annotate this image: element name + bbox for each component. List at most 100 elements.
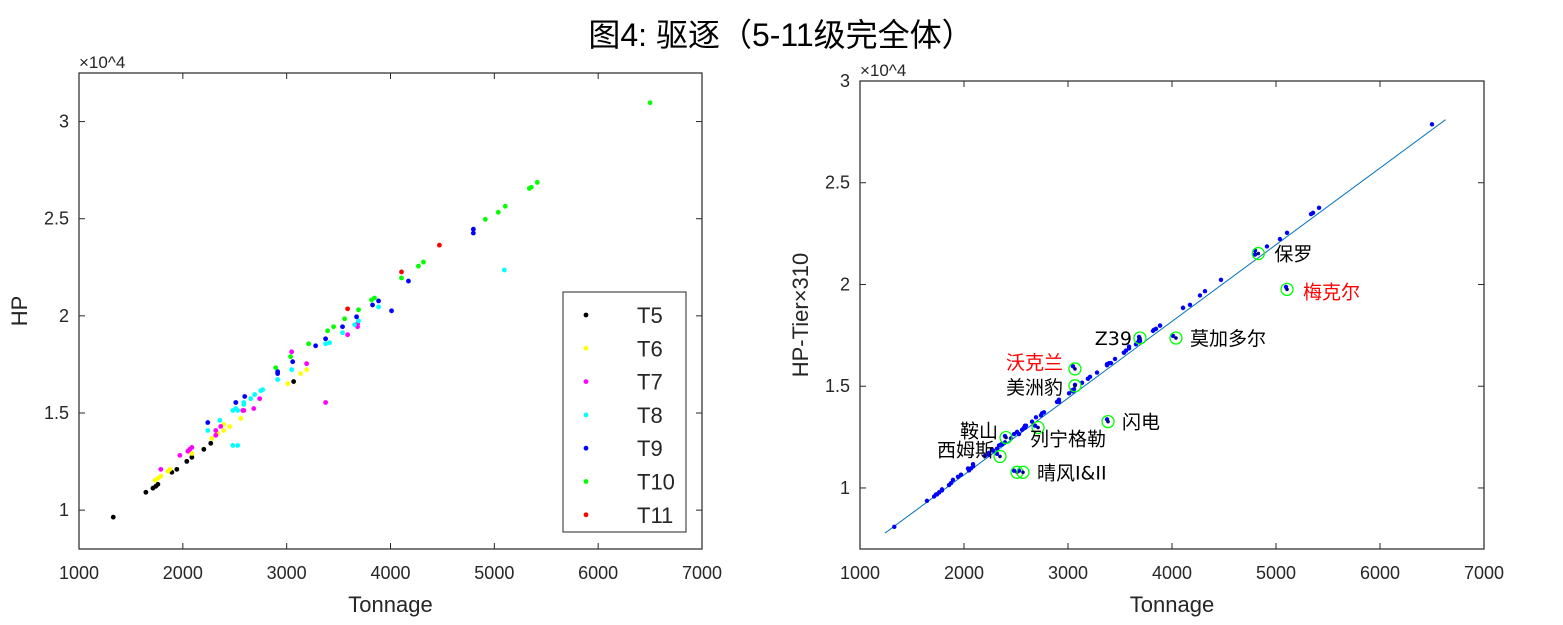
right-ylabel: HP-Tier×310 — [788, 253, 813, 378]
point-T9 — [370, 302, 375, 308]
point-T8 — [230, 443, 236, 448]
point-T8 — [352, 322, 357, 328]
point-adjusted — [1429, 122, 1435, 127]
series-T11 — [345, 242, 442, 312]
annotation-label: 闪电 — [1122, 412, 1160, 434]
point-T9 — [233, 400, 239, 405]
point-adjusted — [1112, 356, 1118, 362]
point-adjusted — [1180, 305, 1186, 311]
point-T7 — [241, 408, 247, 413]
legend-marker-T7 — [583, 379, 589, 384]
point-T11 — [399, 269, 404, 275]
point-T9 — [376, 298, 381, 304]
point-T7 — [304, 361, 310, 367]
left-ylabel: HP — [7, 296, 32, 327]
highlight-point — [1285, 287, 1289, 292]
point-T6 — [167, 466, 173, 472]
legend-label-T5: T5 — [637, 303, 663, 328]
point-T11 — [437, 242, 442, 248]
point-adjusted — [1264, 244, 1270, 249]
highlight-point — [1073, 384, 1077, 388]
point-adjusted — [970, 464, 976, 469]
left-ytick-label: 3 — [59, 112, 69, 132]
highlight-point — [1256, 251, 1261, 256]
highlight-circle — [1068, 379, 1082, 393]
highlight-point — [1138, 336, 1142, 340]
point-adjusted — [986, 450, 992, 456]
point-T10 — [416, 263, 421, 269]
left-xlabel: Tonnage — [348, 592, 432, 617]
point-T10 — [534, 179, 540, 185]
point-T11 — [345, 306, 351, 312]
right-xtick-label: 2000 — [944, 563, 984, 583]
annotation-label: 莫加多尔 — [1190, 328, 1266, 350]
point-T7 — [189, 444, 195, 450]
point-T10 — [331, 324, 336, 330]
right-ytick-label: 1 — [840, 478, 850, 498]
point-adjusted — [1284, 230, 1290, 235]
point-T7 — [218, 424, 224, 429]
point-T9 — [275, 371, 281, 376]
left-xtick-label: 5000 — [474, 563, 514, 583]
left-xtick-label: 4000 — [370, 563, 410, 583]
highlight-point — [1021, 470, 1025, 475]
highlight-point — [1106, 419, 1110, 424]
point-T9 — [205, 420, 211, 425]
highlight-circle — [1251, 246, 1265, 261]
point-T8 — [260, 387, 266, 393]
point-T8 — [205, 428, 211, 433]
point-T8 — [217, 417, 223, 423]
point-T9 — [470, 226, 476, 232]
left-axes: 1000 2000 3000 4000 5000 6000 7000 1 1.5 2 2.5 3 Ton… — [7, 72, 722, 617]
point-T10 — [421, 259, 426, 265]
point-T9 — [313, 343, 319, 349]
point-T6 — [189, 451, 195, 456]
legend-label-T11: T11 — [637, 503, 673, 528]
right-ytick-label: 2 — [840, 274, 850, 294]
legend: T5 T6 T7 T8 T9 T10 T11 — [562, 291, 687, 533]
point-adjusted — [1023, 423, 1029, 428]
point-adjusted — [1014, 429, 1020, 435]
point-T8 — [235, 443, 241, 448]
highlight-point — [1036, 425, 1040, 430]
highlight-circle — [1016, 465, 1030, 479]
right-axes-box — [859, 80, 1485, 550]
point-adjusted — [1310, 210, 1316, 216]
series-T8 — [205, 267, 507, 448]
point-adjusted — [1029, 419, 1035, 424]
point-T8 — [340, 330, 345, 336]
point-T8 — [248, 396, 254, 402]
point-adjusted — [1106, 361, 1112, 366]
point-adjusted — [1123, 348, 1129, 353]
highlight-circle — [1101, 414, 1115, 429]
left-xtick-label: 6000 — [578, 563, 618, 583]
annotation-label: 梅克尔 — [1303, 281, 1360, 303]
point-T7 — [251, 406, 257, 411]
point-T5 — [155, 481, 161, 487]
point-adjusted — [958, 472, 964, 477]
point-adjusted — [1277, 236, 1283, 242]
point-T5 — [110, 514, 116, 520]
right-ytick-label: 1.5 — [825, 376, 850, 396]
point-T7 — [289, 349, 295, 355]
point-adjusted — [990, 448, 996, 453]
right-xtick-label: 3000 — [1048, 563, 1088, 583]
legend-label-T9: T9 — [637, 436, 663, 461]
point-T10 — [399, 275, 404, 281]
legend-marker-T5 — [583, 312, 589, 318]
annotation-label: 沃克兰 — [1006, 352, 1063, 374]
point-T8 — [252, 392, 258, 397]
point-T10 — [647, 100, 653, 106]
point-T8 — [501, 267, 507, 273]
right-xtick-label: 5000 — [1256, 563, 1296, 583]
annotation-label: 保罗 — [1274, 244, 1312, 266]
legend-marker-T11 — [583, 512, 589, 518]
point-adjusted — [998, 442, 1004, 447]
highlight-point — [1004, 435, 1008, 440]
legend-marker-T8 — [583, 412, 589, 418]
point-T6 — [158, 473, 164, 479]
point-T9 — [290, 359, 296, 365]
highlight-circle — [1031, 420, 1045, 435]
